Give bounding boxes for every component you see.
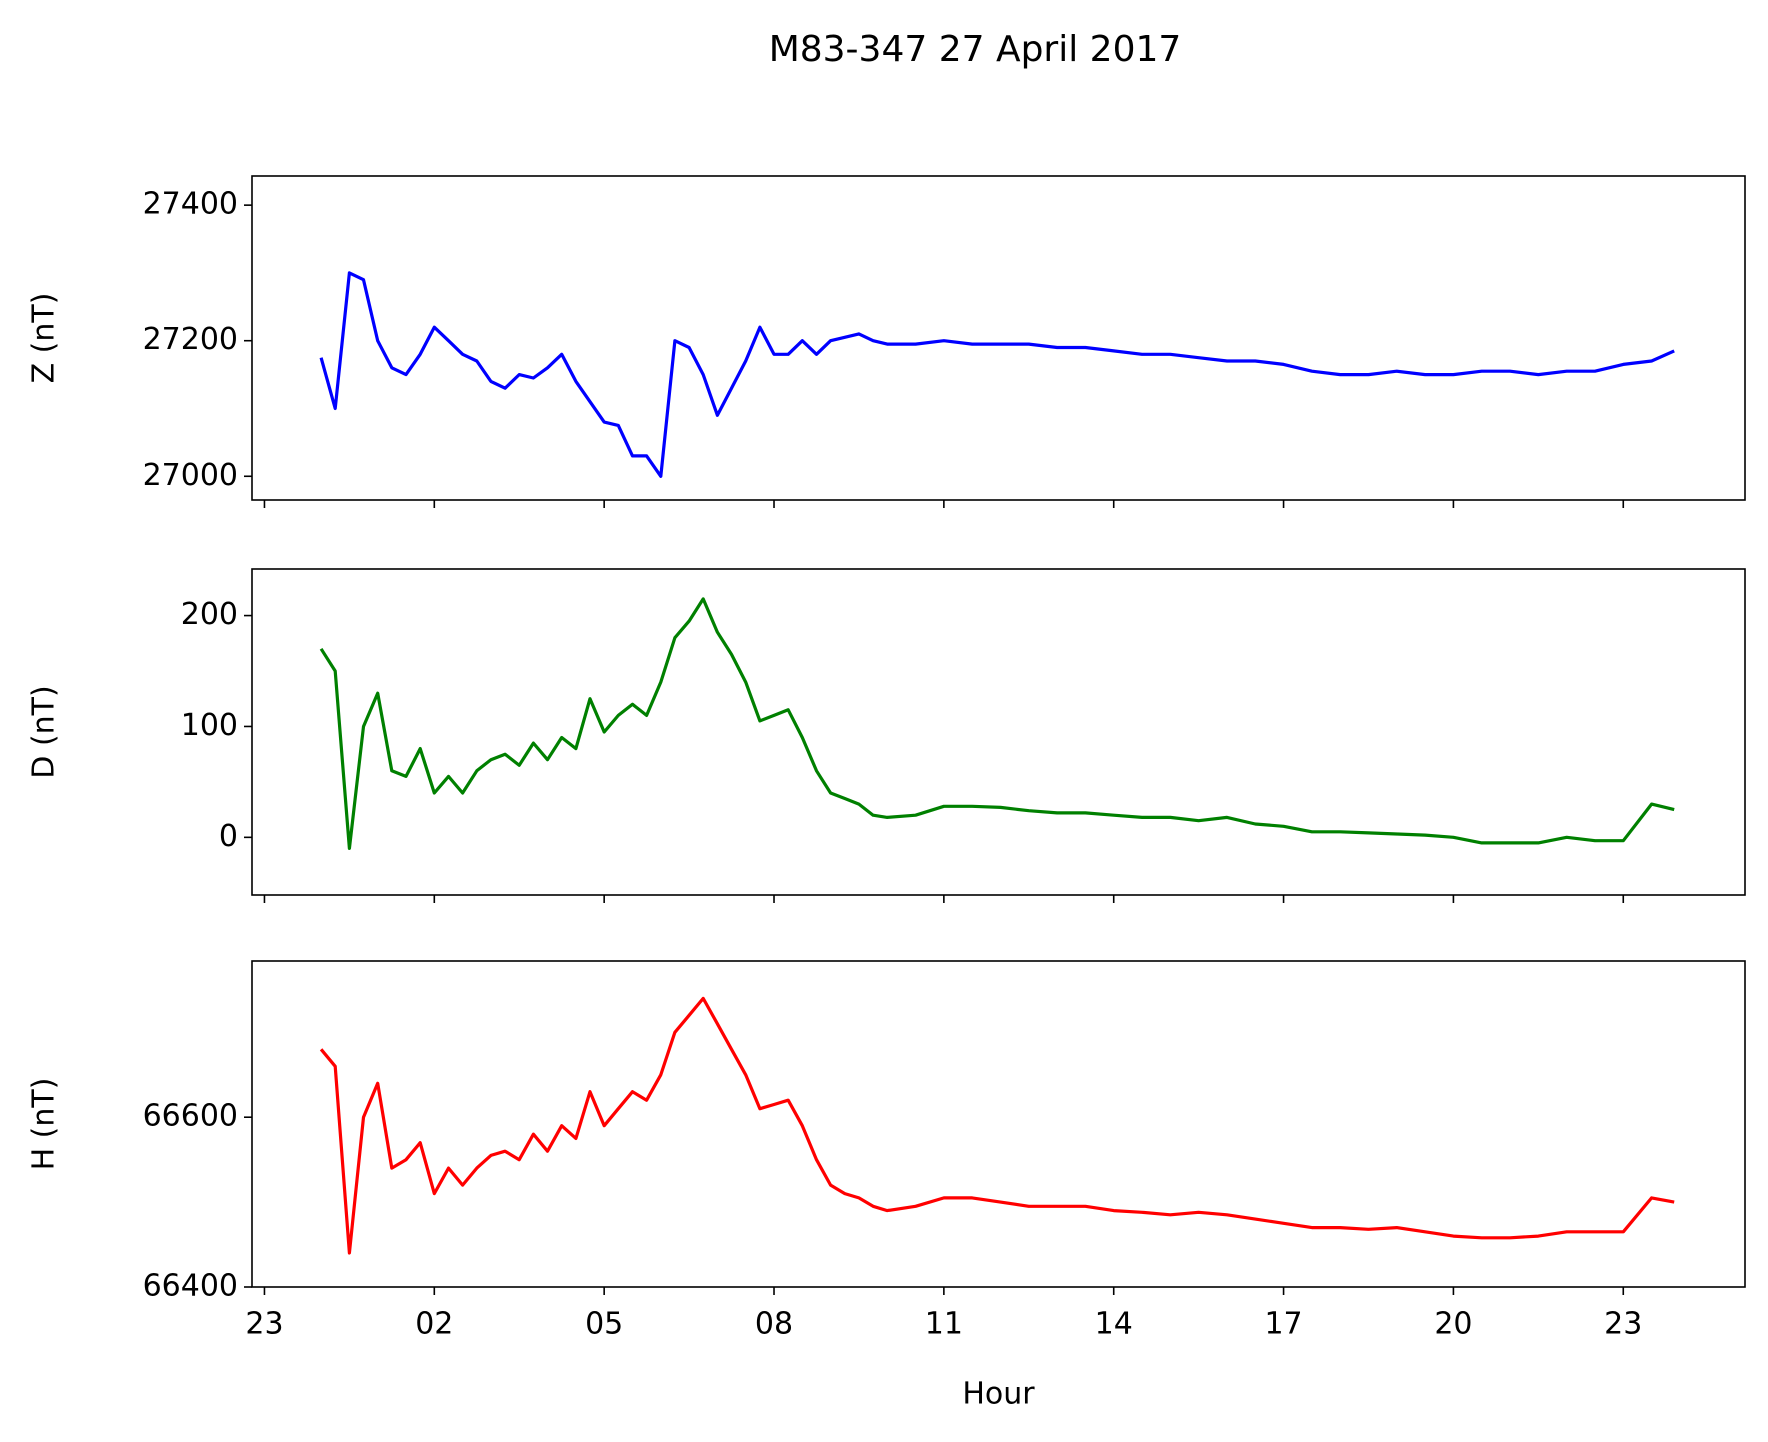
x-tick-label: 14 [1095,1307,1133,1342]
x-tick-label: 23 [245,1307,283,1342]
y-tick-label: 100 [181,708,238,743]
axes-frame [251,960,1746,1288]
y-tick-label: 27200 [143,322,238,357]
x-tick-label: 08 [755,1307,793,1342]
y-tick-label: 66600 [143,1099,238,1134]
axes-frame [251,175,1746,501]
figure-title: M83-347 27 April 2017 [769,29,1182,70]
x-tick-label: 11 [925,1307,963,1342]
y-axis-label: D (nT) [27,685,62,778]
y-tick-label: 66400 [143,1269,238,1304]
y-axis-label: Z (nT) [27,293,62,384]
x-tick-label: 23 [1604,1307,1642,1342]
x-tick-label: 05 [585,1307,623,1342]
y-tick-label: 200 [181,597,238,632]
x-tick-label: 20 [1434,1307,1472,1342]
axes-frame [251,568,1746,896]
data-line [319,996,1675,1255]
x-tick-label: 17 [1264,1307,1302,1342]
y-tick-label: 0 [219,819,238,854]
y-axis-label: H (nT) [27,1078,62,1171]
y-tick-label: 27000 [143,458,238,493]
data-line [319,597,1675,850]
x-tick-label: 02 [415,1307,453,1342]
data-line [319,271,1675,478]
x-axis-label: Hour [962,1377,1035,1412]
y-tick-label: 27400 [143,187,238,222]
